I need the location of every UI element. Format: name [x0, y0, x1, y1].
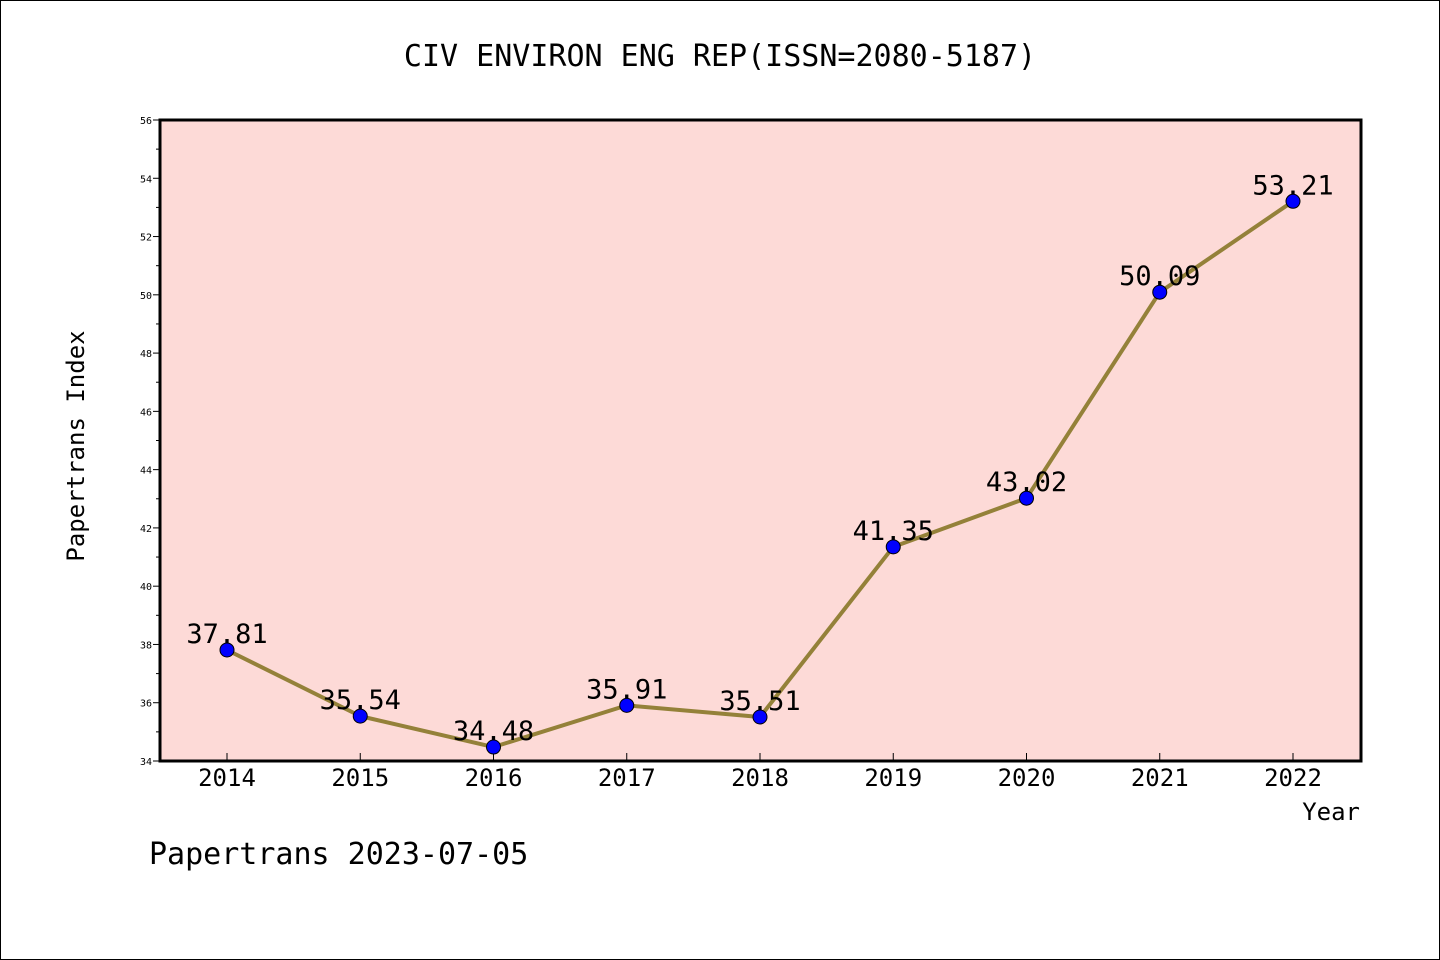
- data-point: [486, 739, 501, 755]
- y-tick-label: 48: [140, 349, 152, 360]
- data-point: [1285, 193, 1301, 209]
- y-tick-label: 46: [140, 407, 152, 418]
- data-label: 43.02: [986, 467, 1067, 498]
- data-point: [752, 709, 768, 725]
- footer-credit: Papertrans 2023-07-05: [149, 837, 528, 872]
- series-group: 37.81 35.54 34.48 35.91 35.51 41.35 43.02 50.09…: [186, 170, 1334, 755]
- y-tick-label: 40: [140, 582, 152, 593]
- data-label: 35.51: [719, 686, 800, 717]
- x-tick-label: 2022: [1264, 764, 1322, 792]
- data-label: 34.48: [453, 716, 534, 747]
- x-axis: 2014 2015 2016 2017 2018 2019 2020 2021 2022: [198, 753, 1322, 792]
- data-point: [219, 642, 235, 658]
- y-tick-label: 42: [140, 524, 152, 535]
- data-label: 50.09: [1119, 261, 1200, 292]
- y-tick-label: 38: [140, 640, 152, 651]
- y-tick-label: 50: [140, 291, 152, 302]
- y-tick-label: 52: [140, 233, 152, 244]
- data-point: [1152, 284, 1168, 300]
- x-tick-label: 2021: [1131, 764, 1189, 792]
- x-tick-label: 2015: [331, 764, 389, 792]
- data-label: 41.35: [853, 516, 934, 547]
- chart-title: CIV ENVIRON ENG REP(ISSN=2080-5187): [404, 39, 1036, 74]
- y-axis-label: Papertrans Index: [62, 330, 90, 561]
- data-label: 35.54: [320, 685, 401, 716]
- x-tick-label: 2016: [465, 764, 523, 792]
- data-label: 53.21: [1252, 170, 1333, 201]
- y-tick-label: 56: [140, 116, 152, 127]
- y-tick-label: 34: [140, 757, 152, 768]
- x-tick-label: 2017: [598, 764, 656, 792]
- data-label: 37.81: [186, 619, 267, 650]
- x-tick-label: 2014: [198, 764, 256, 792]
- data-point: [352, 708, 368, 724]
- x-tick-label: 2018: [731, 764, 789, 792]
- plot-area: [158, 118, 1363, 763]
- data-point: [885, 539, 901, 555]
- y-axis: 34 36 38 40 42 44 46 48 50 52 54 56: [140, 116, 160, 768]
- data-label: 35.91: [586, 674, 667, 705]
- x-tick-label: 2020: [998, 764, 1056, 792]
- data-point: [1019, 490, 1034, 506]
- y-tick-label: 54: [140, 174, 152, 185]
- data-point: [619, 697, 635, 713]
- y-tick-label: 44: [140, 466, 152, 477]
- x-tick-label: 2019: [864, 764, 922, 792]
- y-tick-label: 36: [140, 699, 152, 710]
- x-axis-label: Year: [1302, 798, 1360, 826]
